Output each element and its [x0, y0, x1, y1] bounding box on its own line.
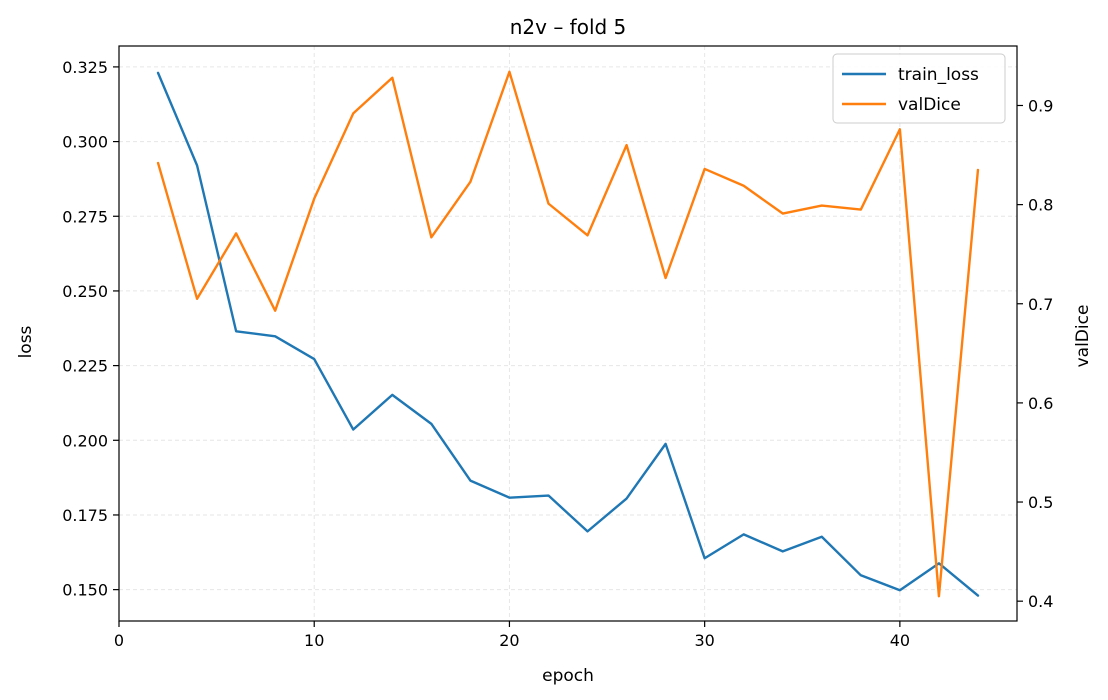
- legend-label-train-loss: train_loss: [898, 65, 979, 85]
- y-axis-label: loss: [16, 325, 36, 358]
- y2-tick-label: 0.6: [1028, 394, 1053, 413]
- y2-tick-label: 0.8: [1028, 196, 1053, 215]
- y-axis-left: 0.150 0.175 0.200 0.225 0.250 0.275 0.300 0.325: [62, 58, 119, 600]
- series-line-train-loss: [156, 71, 980, 597]
- x-tick-label: 40: [890, 631, 910, 650]
- y-tick-label: 0.150: [62, 581, 108, 600]
- series-line-valdice: [156, 70, 980, 598]
- y2-axis-label: valDice: [1073, 305, 1093, 368]
- y-tick-label: 0.325: [62, 58, 108, 77]
- legend-label-valdice: valDice: [898, 95, 961, 115]
- chart-title: n2v – fold 5: [510, 15, 627, 39]
- x-axis: 0 10 20 30 40: [114, 621, 910, 650]
- grid: [118, 46, 1017, 621]
- y2-tick-label: 0.9: [1028, 96, 1053, 115]
- x-axis-label: epoch: [542, 666, 594, 686]
- y-tick-label: 0.225: [62, 357, 108, 376]
- x-tick-label: 30: [694, 631, 714, 650]
- y-tick-label: 0.200: [62, 431, 108, 450]
- y-tick-label: 0.175: [62, 506, 108, 525]
- y-tick-label: 0.250: [62, 282, 108, 301]
- y2-tick-label: 0.4: [1028, 592, 1053, 611]
- plot-frame: [118, 45, 1018, 622]
- x-tick-label: 20: [499, 631, 519, 650]
- x-tick-label: 0: [114, 631, 124, 650]
- y-tick-label: 0.275: [62, 207, 108, 226]
- y2-tick-label: 0.5: [1028, 493, 1053, 512]
- x-tick-label: 10: [304, 631, 324, 650]
- legend-box: [832, 53, 1006, 124]
- legend: train_loss valDice: [832, 53, 1006, 124]
- y2-tick-label: 0.7: [1028, 295, 1053, 314]
- y-axis-right: 0.4 0.5 0.6 0.7 0.8 0.9: [1017, 96, 1053, 611]
- y-tick-label: 0.300: [62, 133, 108, 152]
- series-lines: [156, 70, 980, 598]
